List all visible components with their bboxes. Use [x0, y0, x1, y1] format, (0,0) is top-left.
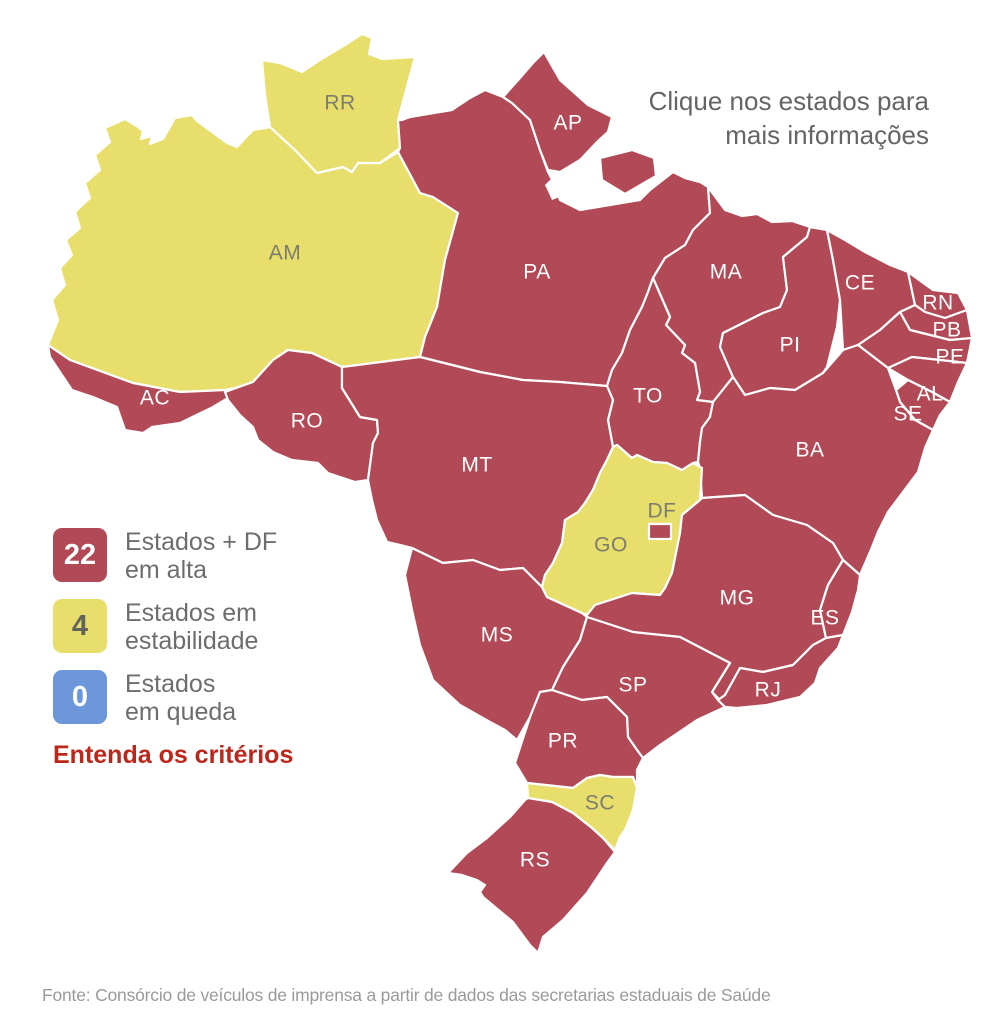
state-AM[interactable] [46, 113, 460, 394]
legend-label-estabilidade: Estados em estabilidade [125, 599, 259, 655]
legend-swatch-alta: 22 [53, 528, 107, 582]
legend-swatch-queda: 0 [53, 670, 107, 724]
source-text: Fonte: Consórcio de veículos de imprensa… [42, 985, 771, 1005]
legend-label-queda: Estados em queda [125, 670, 237, 726]
legend: 22 Estados + DF em alta 4 Estados em est… [53, 528, 353, 770]
criteria-link[interactable]: Entenda os critérios [53, 741, 294, 769]
map-instruction-line1: Clique nos estados para [648, 86, 929, 116]
map-instruction-line2: mais informações [725, 120, 929, 150]
state-RJ[interactable] [716, 633, 845, 710]
map-layer [46, 32, 974, 955]
legend-swatch-estabilidade: 4 [53, 599, 107, 653]
map-instruction: Clique nos estados para mais informações [649, 84, 929, 152]
marajo-island[interactable] [598, 148, 658, 196]
legend-row-estabilidade: 4 Estados em estabilidade [53, 599, 353, 655]
state-AP[interactable] [501, 50, 614, 174]
state-DF[interactable] [647, 522, 673, 541]
state-AC[interactable] [46, 343, 230, 435]
legend-label-alta: Estados + DF em alta [125, 528, 278, 584]
legend-row-queda: 0 Estados em queda [53, 670, 353, 726]
state-RS[interactable] [446, 796, 617, 955]
legend-row-alta: 22 Estados + DF em alta [53, 528, 353, 584]
